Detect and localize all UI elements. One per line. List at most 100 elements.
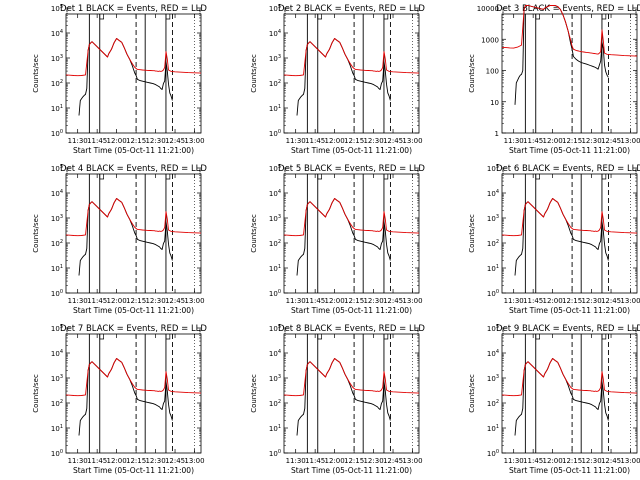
x-tick-label: 12:30 bbox=[363, 137, 383, 145]
interval-bracket bbox=[317, 174, 322, 180]
x-tick-label: 12:30 bbox=[363, 457, 383, 465]
x-tick-label: 12:45 bbox=[165, 137, 185, 145]
y-axis-label: Counts/sec bbox=[32, 374, 40, 413]
y-tick-label: 101 bbox=[51, 104, 63, 113]
x-tick-label: 13:00 bbox=[620, 297, 640, 305]
y-axis-label: Counts/sec bbox=[250, 214, 258, 253]
x-tick-label: 11:30 bbox=[68, 137, 88, 145]
y-tick-label: 10 bbox=[490, 99, 499, 107]
x-tick-label: 11:45 bbox=[87, 457, 107, 465]
x-tick-label: 12:15 bbox=[344, 297, 364, 305]
series-line-lld bbox=[65, 198, 202, 237]
interval-bracket bbox=[165, 174, 171, 180]
chart-title: Det 2 BLACK = Events, RED = LLD bbox=[278, 4, 425, 14]
interval-bracket bbox=[317, 14, 322, 20]
y-tick-label: 103 bbox=[487, 214, 499, 223]
x-tick-label: 12:45 bbox=[601, 137, 621, 145]
x-tick-label: 12:30 bbox=[581, 137, 601, 145]
y-tick-label: 101 bbox=[269, 264, 281, 273]
x-tick-label: 12:15 bbox=[562, 297, 582, 305]
y-tick-label: 105 bbox=[487, 324, 499, 333]
y-tick-label: 101 bbox=[51, 264, 63, 273]
x-tick-label: 12:00 bbox=[325, 297, 345, 305]
y-tick-label: 103 bbox=[269, 214, 281, 223]
x-tick-label: 11:30 bbox=[504, 457, 524, 465]
x-tick-label: 13:00 bbox=[184, 137, 204, 145]
x-tick-label: 12:00 bbox=[107, 297, 127, 305]
x-tick-label: 12:15 bbox=[562, 457, 582, 465]
x-tick-label: 11:30 bbox=[68, 457, 88, 465]
x-tick-label: 12:30 bbox=[145, 457, 165, 465]
x-tick-label: 13:00 bbox=[402, 297, 422, 305]
x-tick-label: 11:45 bbox=[305, 457, 325, 465]
x-tick-label: 13:00 bbox=[184, 457, 204, 465]
x-tick-label: 11:30 bbox=[286, 297, 306, 305]
series-line-lld bbox=[501, 198, 638, 237]
y-tick-label: 105 bbox=[51, 164, 63, 173]
y-tick-label: 100 bbox=[487, 289, 499, 298]
x-tick-label: 13:00 bbox=[620, 137, 640, 145]
interval-bracket bbox=[601, 174, 607, 180]
chart-panel-det-3: Det 3 BLACK = Events, RED = LLD 1 10 100 100… bbox=[468, 4, 640, 155]
chart-panel-det-8: Det 8 BLACK = Events, RED = LLD 100 101 102… bbox=[250, 324, 425, 475]
x-tick-label: 11:30 bbox=[504, 137, 524, 145]
x-tick-label: 13:00 bbox=[184, 297, 204, 305]
chart-panel-det-2: Det 2 BLACK = Events, RED = LLD 100 101 102… bbox=[250, 4, 425, 155]
x-tick-label: 12:15 bbox=[344, 137, 364, 145]
chart-panel-det-1: Det 1 BLACK = Events, RED = LLD 100 101 102… bbox=[32, 4, 207, 155]
y-tick-label: 102 bbox=[487, 399, 499, 408]
y-tick-label: 105 bbox=[269, 4, 281, 13]
x-tick-label: 12:45 bbox=[165, 297, 185, 305]
x-tick-label: 12:00 bbox=[107, 457, 127, 465]
y-tick-label: 102 bbox=[487, 239, 499, 248]
chart-title: Det 6 BLACK = Events, RED = LLD bbox=[496, 164, 640, 174]
y-tick-label: 100 bbox=[269, 289, 281, 298]
chart-title: Det 9 BLACK = Events, RED = LLD bbox=[496, 324, 640, 334]
y-tick-label: 10000 bbox=[477, 5, 499, 13]
plot-frame bbox=[65, 333, 202, 454]
series-line-lld bbox=[501, 5, 638, 57]
x-tick-label: 12:15 bbox=[126, 457, 146, 465]
x-tick-label: 12:00 bbox=[543, 137, 563, 145]
x-tick-label: 12:45 bbox=[383, 457, 403, 465]
y-tick-label: 102 bbox=[51, 239, 63, 248]
series-line-lld bbox=[283, 38, 420, 77]
x-tick-label: 12:30 bbox=[581, 457, 601, 465]
y-tick-label: 104 bbox=[269, 189, 281, 198]
x-tick-label: 12:15 bbox=[344, 457, 364, 465]
y-tick-label: 101 bbox=[487, 264, 499, 273]
y-tick-label: 104 bbox=[51, 189, 63, 198]
interval-bracket bbox=[383, 14, 389, 20]
x-tick-label: 11:45 bbox=[87, 137, 107, 145]
y-tick-label: 101 bbox=[269, 104, 281, 113]
x-tick-label: 12:30 bbox=[145, 137, 165, 145]
interval-bracket bbox=[383, 334, 389, 340]
x-tick-label: 12:30 bbox=[581, 297, 601, 305]
interval-bracket bbox=[317, 334, 322, 340]
x-tick-label: 12:45 bbox=[383, 297, 403, 305]
series-line-lld bbox=[283, 358, 420, 397]
y-tick-label: 103 bbox=[269, 54, 281, 63]
y-tick-label: 103 bbox=[487, 374, 499, 383]
y-tick-label: 105 bbox=[51, 4, 63, 13]
y-tick-label: 104 bbox=[51, 29, 63, 38]
interval-bracket bbox=[535, 334, 540, 340]
plot-frame bbox=[65, 173, 202, 294]
y-tick-label: 102 bbox=[51, 79, 63, 88]
series-line-lld bbox=[501, 358, 638, 397]
chart-title: Det 8 BLACK = Events, RED = LLD bbox=[278, 324, 425, 334]
series-line-lld bbox=[65, 38, 202, 77]
x-tick-label: 11:45 bbox=[523, 457, 543, 465]
interval-bracket bbox=[383, 174, 389, 180]
series-line-lld bbox=[283, 198, 420, 237]
x-tick-label: 12:00 bbox=[325, 457, 345, 465]
interval-bracket bbox=[535, 174, 540, 180]
y-tick-label: 100 bbox=[486, 68, 499, 76]
x-axis-label: Start Time (05-Oct-11 11:21:00) bbox=[73, 306, 194, 315]
interval-bracket bbox=[165, 334, 171, 340]
x-tick-label: 11:30 bbox=[286, 137, 306, 145]
x-tick-label: 12:15 bbox=[562, 137, 582, 145]
y-tick-label: 101 bbox=[51, 424, 63, 433]
x-tick-label: 12:30 bbox=[145, 297, 165, 305]
x-axis-label: Start Time (05-Oct-11 11:21:00) bbox=[291, 306, 412, 315]
